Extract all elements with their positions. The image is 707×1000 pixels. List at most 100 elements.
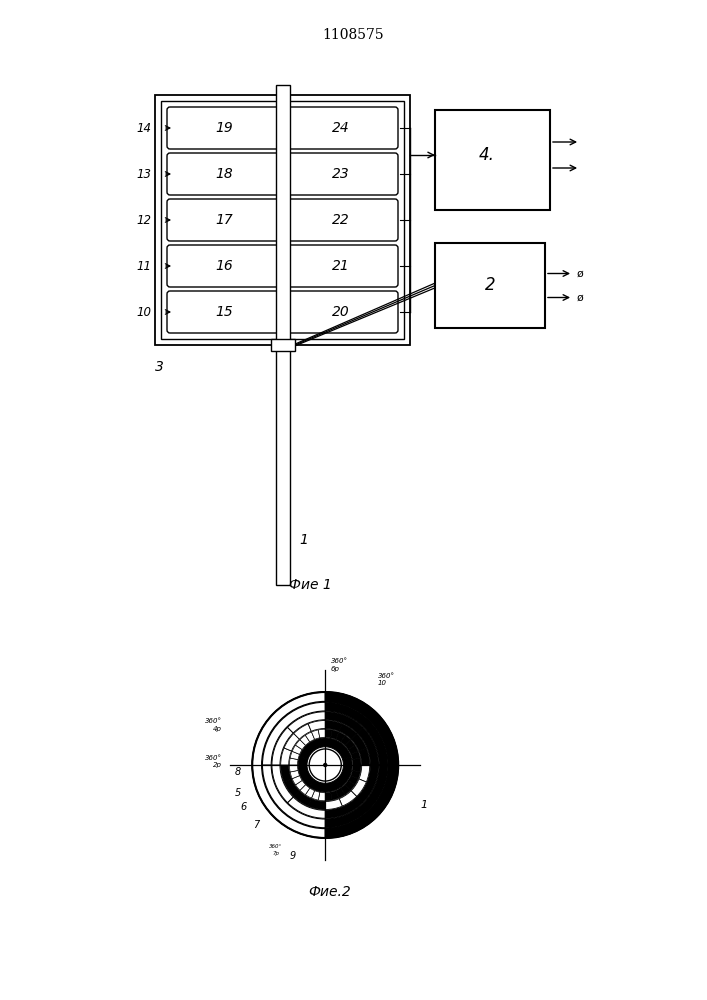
Wedge shape: [284, 779, 300, 796]
Bar: [435, 110, 550, 210]
Wedge shape: [305, 788, 315, 798]
Wedge shape: [331, 791, 339, 800]
Wedge shape: [325, 720, 342, 731]
Text: 11: 11: [136, 259, 151, 272]
Text: 8: 8: [235, 767, 241, 777]
Wedge shape: [298, 757, 315, 787]
Text: 2: 2: [485, 276, 496, 294]
Wedge shape: [359, 748, 370, 765]
Wedge shape: [289, 758, 298, 765]
Wedge shape: [325, 799, 342, 810]
Text: 12: 12: [136, 214, 151, 227]
Wedge shape: [288, 797, 325, 818]
Text: 1: 1: [420, 800, 427, 810]
Wedge shape: [296, 740, 305, 750]
Wedge shape: [357, 727, 378, 765]
Text: 15: 15: [215, 305, 233, 319]
Wedge shape: [325, 692, 398, 838]
Wedge shape: [308, 720, 325, 731]
Wedge shape: [325, 738, 351, 759]
Text: 21: 21: [332, 259, 350, 273]
Wedge shape: [351, 770, 361, 779]
Wedge shape: [281, 765, 291, 782]
Wedge shape: [318, 729, 325, 738]
Wedge shape: [300, 785, 310, 795]
Wedge shape: [339, 791, 357, 806]
Text: 6: 6: [240, 802, 247, 812]
Wedge shape: [325, 729, 332, 738]
Text: 5: 5: [235, 788, 241, 798]
Wedge shape: [325, 765, 388, 828]
Wedge shape: [293, 791, 311, 806]
Wedge shape: [341, 785, 351, 795]
Text: Фие 1: Фие 1: [288, 578, 332, 592]
Wedge shape: [300, 738, 325, 759]
Wedge shape: [296, 780, 305, 790]
Text: ø: ø: [577, 268, 584, 278]
Wedge shape: [325, 797, 363, 818]
Wedge shape: [349, 776, 358, 785]
Wedge shape: [272, 727, 293, 765]
Wedge shape: [262, 702, 325, 765]
Wedge shape: [290, 751, 300, 760]
Text: 2р: 2р: [213, 762, 221, 768]
Wedge shape: [331, 730, 339, 739]
Wedge shape: [325, 792, 332, 801]
Text: 10: 10: [378, 680, 387, 686]
Text: 20: 20: [332, 305, 350, 319]
Wedge shape: [336, 788, 345, 798]
Text: 7р: 7р: [272, 851, 279, 856]
Bar: [155, 95, 410, 345]
Wedge shape: [262, 765, 325, 828]
Text: 1: 1: [299, 533, 308, 547]
Circle shape: [323, 763, 327, 767]
Text: Фие.2: Фие.2: [309, 885, 351, 899]
Wedge shape: [341, 735, 351, 745]
Wedge shape: [352, 758, 361, 765]
Wedge shape: [308, 799, 325, 810]
Wedge shape: [284, 734, 300, 751]
Wedge shape: [290, 770, 300, 779]
Text: 360°: 360°: [269, 844, 282, 849]
Text: 22: 22: [332, 213, 350, 227]
Wedge shape: [252, 692, 325, 838]
Wedge shape: [351, 734, 366, 751]
Wedge shape: [345, 780, 355, 790]
Bar: [271, 339, 295, 351]
Text: 4р: 4р: [213, 726, 221, 732]
Bar: [435, 243, 545, 328]
Text: 10: 10: [136, 306, 151, 318]
Wedge shape: [310, 780, 341, 792]
Text: 13: 13: [136, 167, 151, 180]
Text: 19: 19: [215, 121, 233, 135]
Wedge shape: [351, 779, 366, 796]
Wedge shape: [292, 745, 302, 754]
Text: 18: 18: [215, 167, 233, 181]
Wedge shape: [336, 757, 352, 787]
Wedge shape: [352, 765, 361, 772]
Wedge shape: [272, 765, 293, 803]
Text: 6р: 6р: [331, 666, 340, 672]
Wedge shape: [300, 735, 310, 745]
Wedge shape: [325, 712, 363, 733]
Text: 9: 9: [289, 851, 296, 861]
Text: 23: 23: [332, 167, 350, 181]
Wedge shape: [252, 692, 325, 838]
Wedge shape: [351, 751, 361, 760]
Text: 360°: 360°: [204, 755, 221, 761]
Text: 360°: 360°: [378, 673, 395, 679]
Text: 360°: 360°: [331, 658, 348, 664]
Text: 24: 24: [332, 121, 350, 135]
Wedge shape: [325, 692, 398, 838]
Wedge shape: [292, 776, 302, 785]
Wedge shape: [289, 765, 298, 772]
Wedge shape: [288, 712, 325, 733]
Wedge shape: [318, 792, 325, 801]
Wedge shape: [281, 748, 291, 765]
Text: 17: 17: [215, 213, 233, 227]
Text: 7: 7: [253, 820, 259, 830]
Wedge shape: [312, 730, 320, 739]
Text: ø: ø: [577, 292, 584, 302]
Wedge shape: [339, 724, 357, 739]
Text: 1108575: 1108575: [322, 28, 384, 42]
